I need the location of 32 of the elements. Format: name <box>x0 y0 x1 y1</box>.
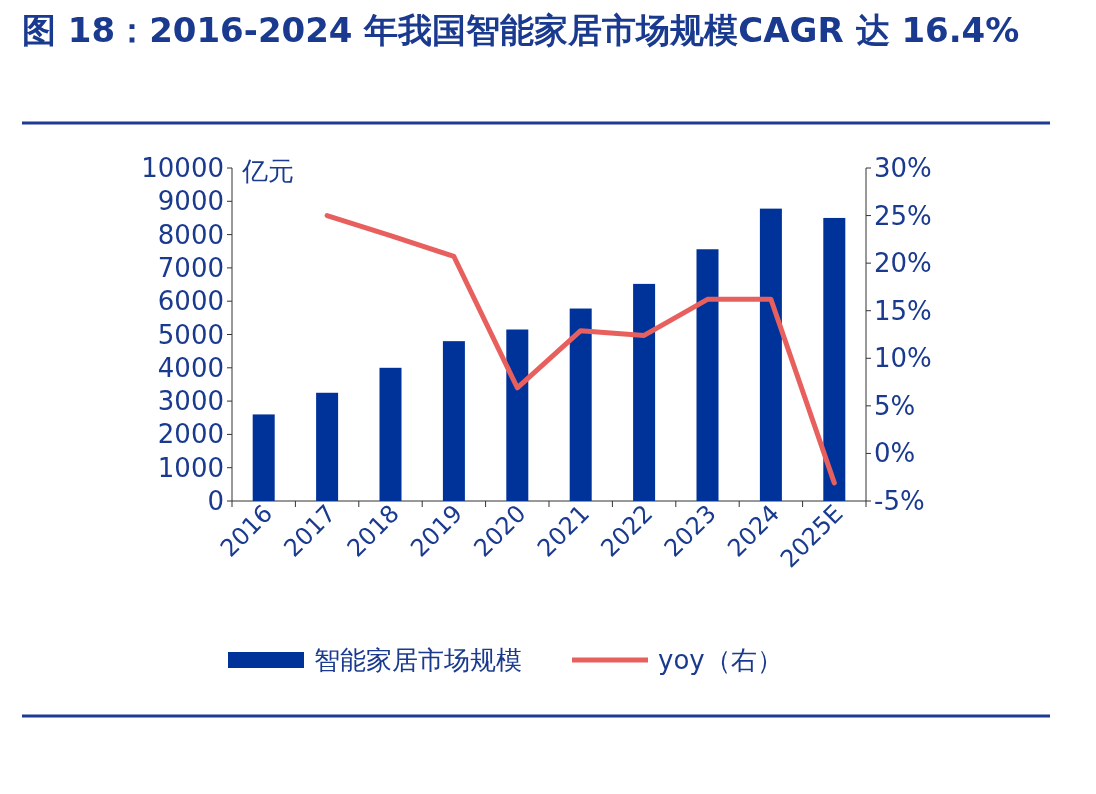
y2-tick-label: 20% <box>874 248 932 279</box>
y2-tick-label: 5% <box>874 390 916 421</box>
y2-tick-label: -5% <box>874 486 925 516</box>
y-tick-label: 5000 <box>157 319 224 350</box>
y-tick-label: 6000 <box>157 286 224 317</box>
bar <box>569 308 592 501</box>
y2-tick-label: 25% <box>874 200 932 231</box>
bar <box>506 329 529 501</box>
y-tick-label: 1000 <box>157 452 224 483</box>
y-tick-label: 8000 <box>157 219 224 250</box>
y2-tick-label: 0% <box>874 438 916 469</box>
chart-title: 图 18：2016-2024 年我国智能家居市场规模CAGR 达 16.4% <box>22 10 1020 50</box>
bar <box>442 341 465 501</box>
y2-tick-label: 30% <box>874 153 932 183</box>
bar <box>379 367 402 501</box>
y-tick-label: 7000 <box>157 252 224 283</box>
bar <box>633 283 656 501</box>
y-tick-label: 9000 <box>157 186 224 217</box>
bar <box>823 217 846 501</box>
y-tick-label: 10000 <box>141 153 224 183</box>
y-tick-label: 3000 <box>157 386 224 417</box>
y-tick-label: 2000 <box>157 419 224 450</box>
y-axis-title: 亿元 <box>241 156 294 186</box>
bar <box>696 249 719 501</box>
bar <box>759 208 782 501</box>
legend-label: yoy（右） <box>658 645 783 675</box>
y-tick-label: 4000 <box>157 352 224 383</box>
y2-tick-label: 15% <box>874 295 932 326</box>
bar <box>252 414 275 501</box>
y2-tick-label: 10% <box>874 343 932 374</box>
bar <box>316 392 339 501</box>
legend-label: 智能家居市场规模 <box>314 645 522 675</box>
